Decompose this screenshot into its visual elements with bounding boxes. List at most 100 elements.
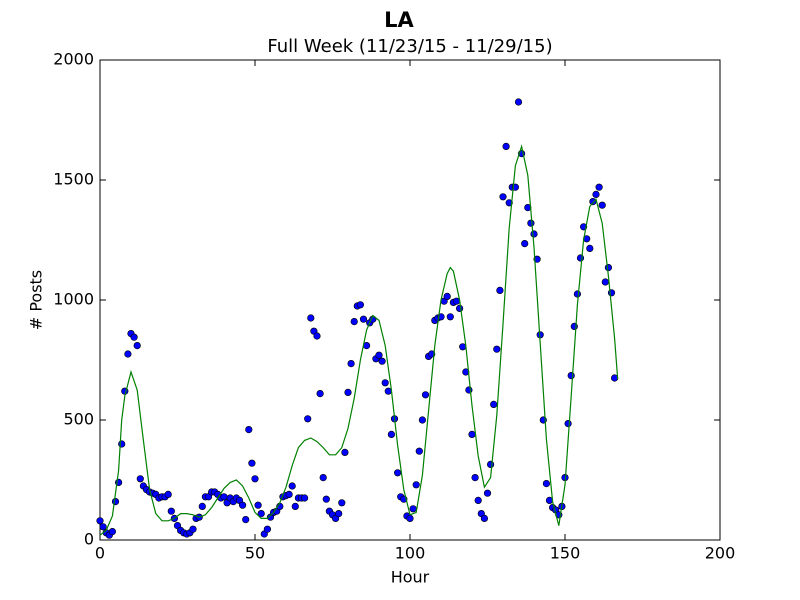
data-point xyxy=(483,489,492,497)
y-tick-label: 0 xyxy=(84,530,94,549)
data-point xyxy=(338,499,346,507)
data-point xyxy=(167,507,175,515)
data-point xyxy=(189,525,197,533)
data-point xyxy=(130,333,138,341)
data-point xyxy=(304,415,312,423)
data-point xyxy=(496,286,504,295)
data-point xyxy=(487,460,495,469)
data-point xyxy=(415,447,423,455)
data-point xyxy=(598,201,606,209)
data-point xyxy=(456,304,464,313)
data-point xyxy=(406,514,414,523)
data-point xyxy=(595,183,603,191)
data-point xyxy=(242,515,250,524)
data-point xyxy=(567,372,575,380)
data-point xyxy=(499,193,507,201)
data-point xyxy=(607,289,616,297)
data-point xyxy=(257,509,265,518)
data-point xyxy=(378,357,386,365)
data-point xyxy=(394,469,402,477)
data-point xyxy=(254,501,262,509)
data-point xyxy=(319,474,327,482)
data-point xyxy=(474,496,482,505)
x-tick-label: 100 xyxy=(395,544,426,563)
data-point xyxy=(514,98,523,106)
fit-line xyxy=(99,144,619,536)
data-point xyxy=(350,318,358,326)
data-point xyxy=(490,400,498,409)
data-point xyxy=(359,315,368,323)
data-point xyxy=(313,332,321,340)
data-point xyxy=(573,290,582,298)
data-point xyxy=(99,523,107,531)
data-point xyxy=(335,509,343,518)
x-axis-label: Hour xyxy=(391,568,430,587)
y-tick-label: 500 xyxy=(63,410,94,429)
data-point xyxy=(251,475,259,483)
x-tick-label: 150 xyxy=(550,544,581,563)
data-point xyxy=(418,416,427,424)
data-point xyxy=(375,351,383,359)
data-point xyxy=(291,502,299,511)
data-point xyxy=(505,199,513,207)
data-point xyxy=(263,525,272,533)
data-point xyxy=(322,495,330,503)
data-point xyxy=(245,426,253,434)
x-tick-label: 200 xyxy=(705,544,736,563)
data-point xyxy=(530,230,538,238)
data-point xyxy=(480,514,489,523)
data-point xyxy=(421,391,430,399)
data-point xyxy=(118,440,126,448)
data-point xyxy=(459,343,467,351)
y-tick-label: 2000 xyxy=(53,50,94,69)
data-point xyxy=(307,314,315,322)
data-point xyxy=(542,480,551,488)
data-point xyxy=(96,517,104,525)
data-point xyxy=(347,360,355,368)
data-point xyxy=(124,350,132,358)
data-point xyxy=(468,430,476,439)
data-point xyxy=(341,448,349,457)
data-point xyxy=(564,420,572,428)
chart-title: LA xyxy=(384,8,414,32)
data-point xyxy=(412,481,420,489)
data-point xyxy=(198,502,206,511)
x-tick-label: 50 xyxy=(245,544,265,563)
data-point xyxy=(471,474,479,482)
y-tick-label: 1500 xyxy=(53,170,94,189)
data-point xyxy=(446,313,454,321)
data-point xyxy=(344,388,352,397)
data-point xyxy=(288,482,296,490)
data-point xyxy=(285,490,293,499)
plot-area xyxy=(99,59,721,541)
data-point xyxy=(164,490,172,499)
data-point xyxy=(604,264,613,272)
data-point xyxy=(601,278,609,286)
data-point xyxy=(381,379,389,387)
data-point xyxy=(301,494,309,502)
data-point xyxy=(409,505,417,513)
data-point xyxy=(136,475,144,483)
data-point xyxy=(576,254,585,262)
data-point xyxy=(133,342,141,350)
data-point xyxy=(443,292,451,301)
data-point xyxy=(586,244,594,252)
data-point xyxy=(387,430,396,439)
data-point xyxy=(493,345,501,353)
data-point xyxy=(111,498,120,506)
data-point xyxy=(527,219,535,227)
y-axis-label: # Posts xyxy=(27,270,46,330)
data-point xyxy=(108,527,116,536)
data-point xyxy=(356,301,365,309)
y-tick-label: 1000 xyxy=(53,290,94,309)
data-point xyxy=(502,142,510,150)
data-point xyxy=(239,501,247,509)
data-point xyxy=(220,493,228,501)
data-point xyxy=(316,390,324,398)
x-tick-label: 0 xyxy=(95,544,105,563)
data-point xyxy=(248,459,256,467)
chart-subtitle: Full Week (11/23/15 - 11/29/15) xyxy=(267,36,552,57)
data-point xyxy=(592,190,600,198)
